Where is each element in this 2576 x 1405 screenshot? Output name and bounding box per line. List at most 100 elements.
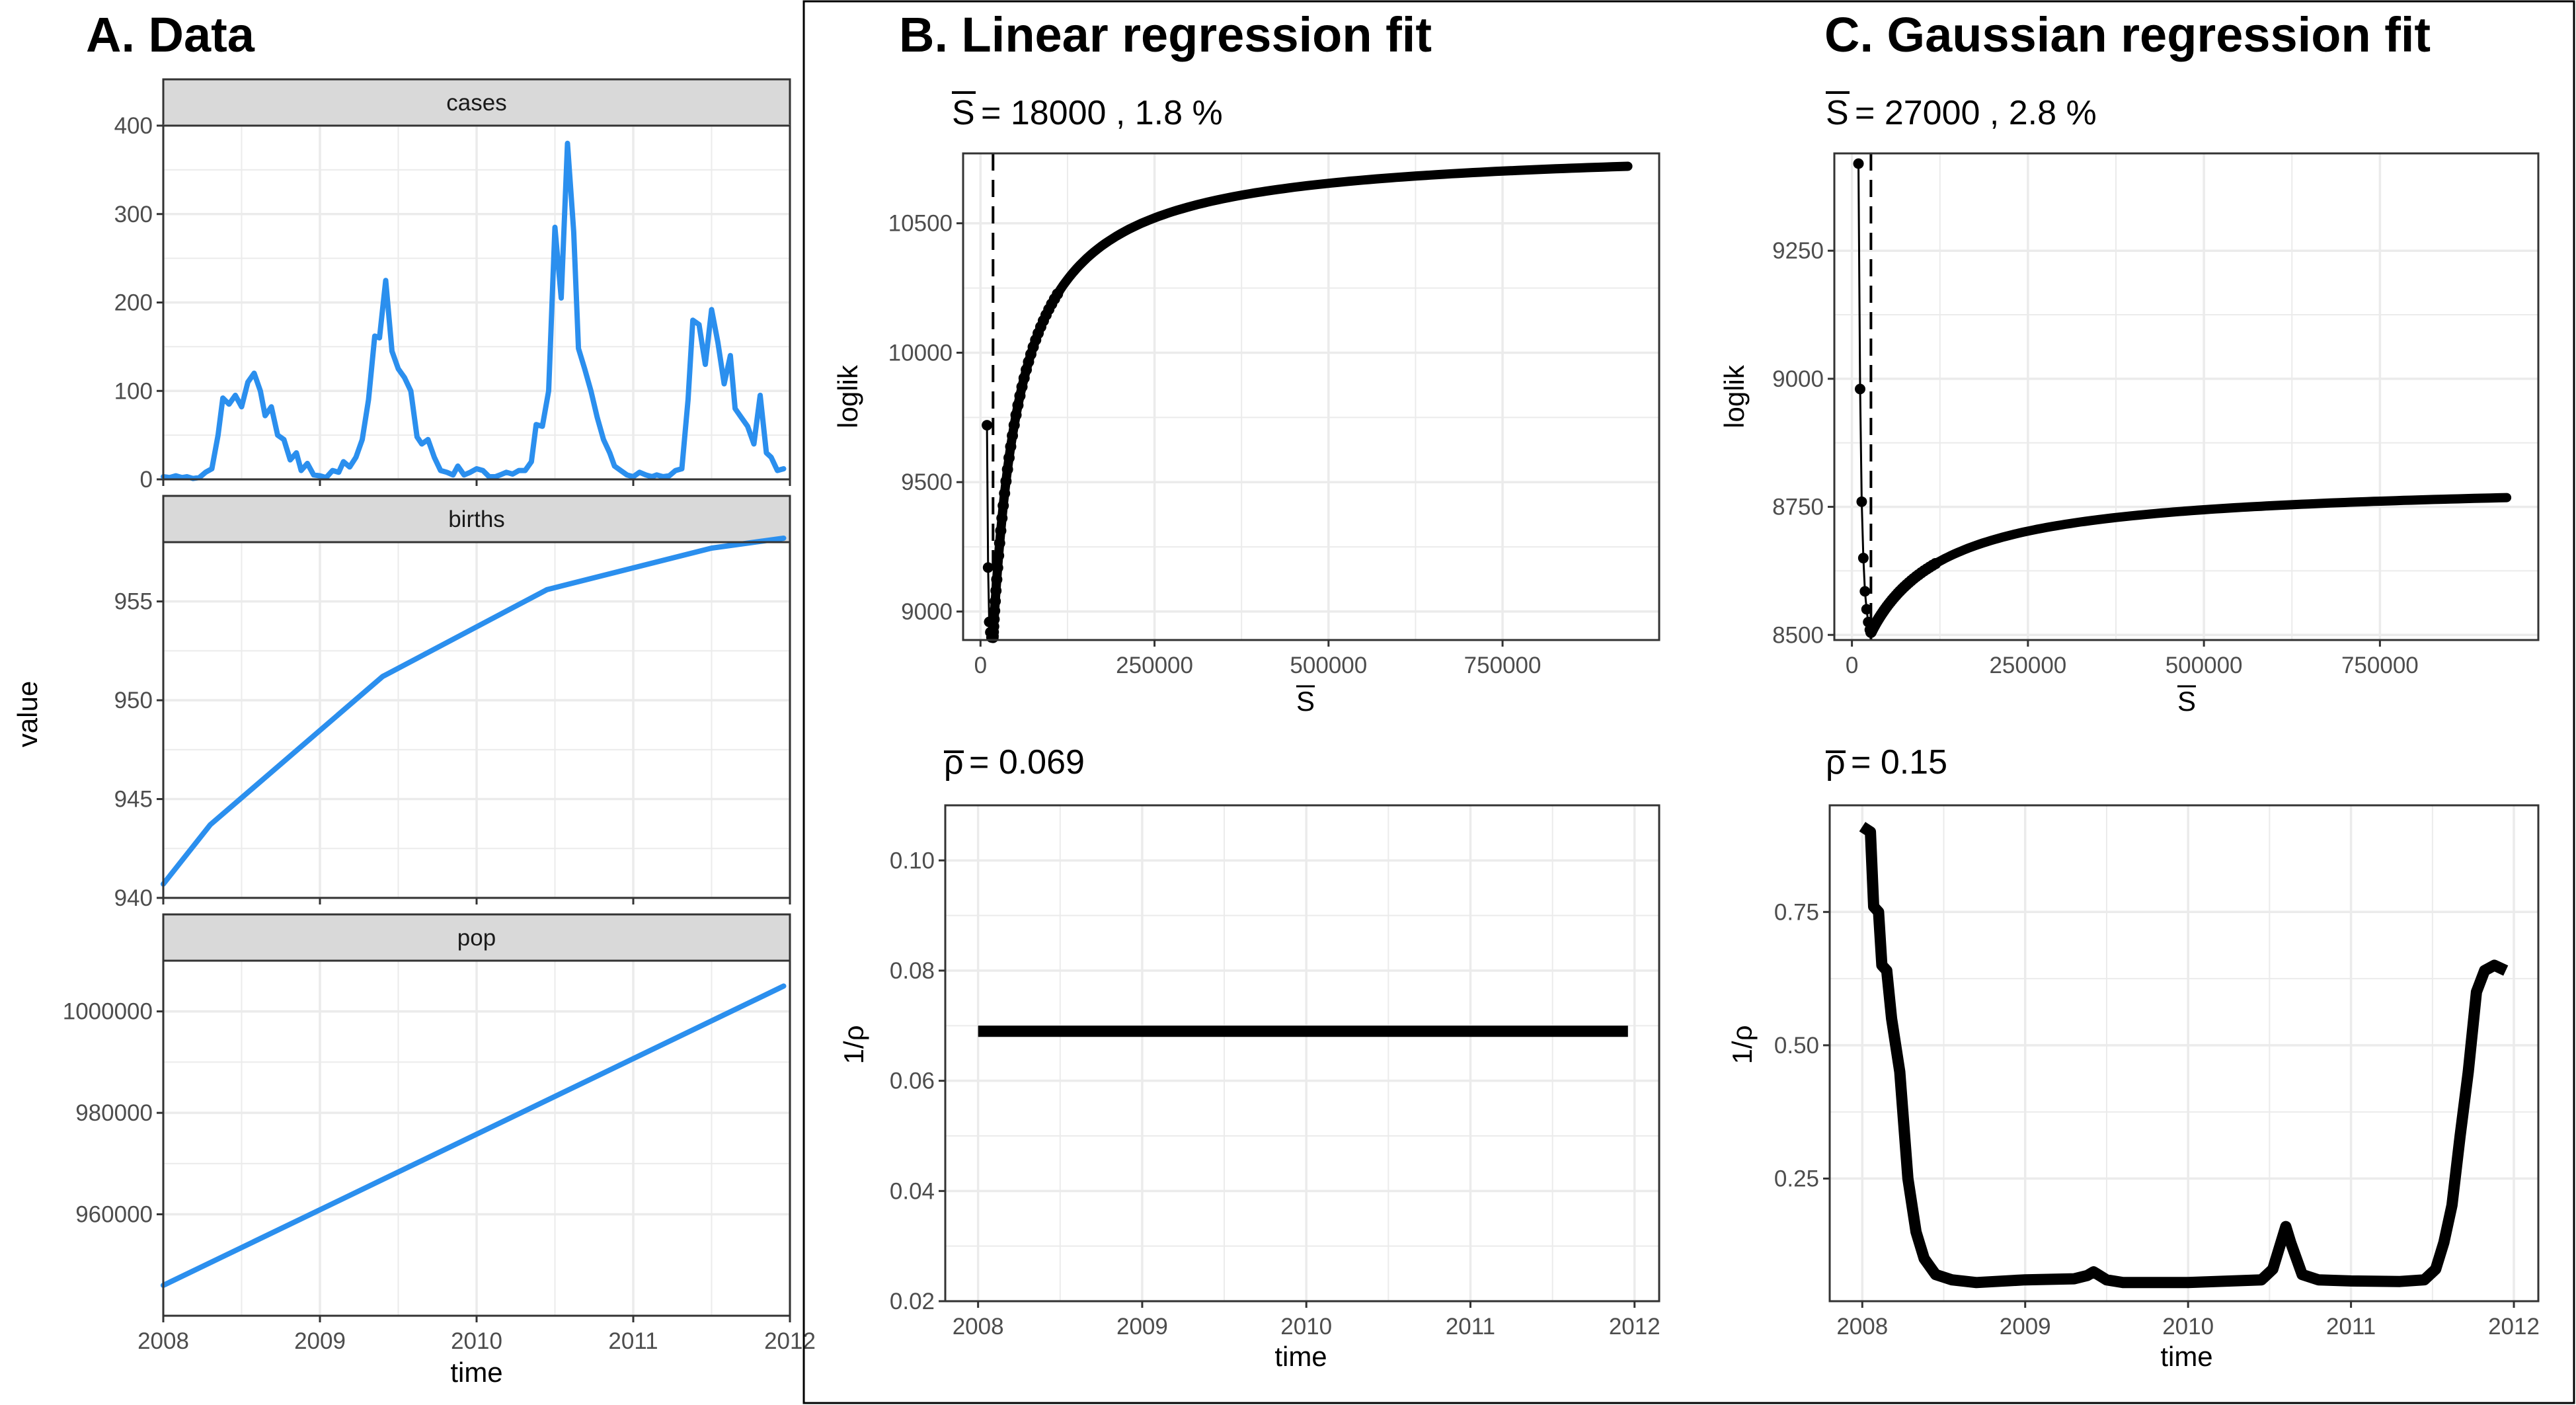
- loglik-point: [1001, 463, 1013, 475]
- strip-births-label: births: [448, 506, 505, 532]
- loglik-point: [995, 525, 1007, 537]
- loglik-point: [1052, 288, 1064, 300]
- x-tick-label: 2010: [2162, 1314, 2214, 1340]
- x-tick-label: 0: [1846, 653, 1858, 678]
- loglik-point: [997, 500, 1009, 512]
- x-tick-label: 2012: [764, 1328, 816, 1354]
- y-tick-label: 960000: [75, 1202, 153, 1228]
- x-tick-label: 500000: [2166, 653, 2243, 678]
- loglik-point: [990, 595, 1001, 607]
- y-tick-label: 8750: [1772, 495, 1824, 520]
- loglik-point: [996, 512, 1008, 524]
- y-tick-label: 1000000: [63, 999, 153, 1025]
- x-tick-label: 2012: [1609, 1314, 1660, 1340]
- panel-border: [1833, 152, 2540, 641]
- loglik-point: [1857, 553, 1869, 564]
- svg-text:S: S: [952, 94, 975, 132]
- rho-series-line: [1859, 822, 2509, 1289]
- panel-c-sbar-subtitle: S = 27000 , 2.8 %: [1826, 91, 2097, 132]
- loglik-point: [988, 614, 1000, 625]
- svg-text:= 27000 , 2.8 %: = 27000 , 2.8 %: [1855, 94, 2097, 132]
- y-tick-label: 0.06: [890, 1068, 935, 1094]
- loglik-point: [1856, 496, 1867, 507]
- x-tick-label: 2008: [953, 1314, 1004, 1340]
- panel-border: [962, 152, 1660, 641]
- loglik-point: [1010, 409, 1022, 421]
- panels-bc-frame: [802, 0, 2575, 1404]
- x-tick-label: 2011: [608, 1328, 658, 1354]
- x-tick-label: 2011: [2326, 1314, 2376, 1340]
- loglik-point: [1014, 390, 1026, 402]
- panel-border: [162, 959, 791, 1317]
- x-tick-label: 750000: [2341, 653, 2419, 678]
- y-tick-label: 10500: [888, 211, 953, 237]
- loglik-point: [1007, 430, 1019, 442]
- panel-c-time-xlabel: time: [2160, 1341, 2212, 1372]
- panel-a-title: A. Data: [86, 7, 255, 62]
- y-tick-label: 9500: [901, 469, 953, 495]
- loglik-point: [1859, 586, 1871, 597]
- x-tick-label: 250000: [1116, 653, 1193, 678]
- panel-c-loglik-ylabel: loglik: [1719, 364, 1750, 428]
- y-tick-label: 300: [114, 202, 153, 227]
- x-tick-label: 2012: [2488, 1314, 2540, 1340]
- strip-pop-label: pop: [457, 925, 496, 951]
- y-tick-label: 10000: [888, 340, 953, 366]
- panel-b-time-xlabel: time: [1274, 1341, 1327, 1372]
- facet-pop: pop 960000 980000 1000000 2008 2009 2010 2011 2…: [63, 913, 816, 1354]
- panel-c-title: C. Gaussian regression fit: [1824, 7, 2431, 62]
- loglik-point: [982, 420, 993, 431]
- y-tick-label: 9000: [901, 599, 953, 625]
- x-tick-label: 2009: [294, 1328, 346, 1354]
- y-tick-label: 945: [114, 787, 153, 813]
- panel-border: [162, 124, 791, 481]
- loglik-point: [993, 549, 1005, 561]
- x-tick-label: 2010: [1280, 1314, 1332, 1340]
- y-tick-label: 0.10: [890, 848, 935, 873]
- svg-text:= 0.15: = 0.15: [1851, 743, 1947, 782]
- loglik-point: [999, 487, 1011, 499]
- facet-cases: cases 0 100 200 300 400: [114, 78, 791, 493]
- strip-cases-bg: [162, 78, 791, 127]
- loglik-point: [1000, 475, 1012, 487]
- panel-border: [944, 804, 1660, 1303]
- loglik-point: [989, 605, 1001, 617]
- y-tick-label: 950: [114, 688, 153, 713]
- y-tick-label: 0.50: [1774, 1033, 1819, 1059]
- y-tick-label: 955: [114, 589, 153, 615]
- panel-a-ylabel: value: [12, 681, 43, 747]
- y-tick-label: 0.02: [890, 1289, 935, 1314]
- y-tick-label: 0.75: [1774, 899, 1819, 925]
- svg-text:ρ: ρ: [1826, 743, 1846, 782]
- loglik-point: [1861, 604, 1872, 615]
- panel-c-rho-ylabel: 1/ρ: [1727, 1025, 1758, 1064]
- panel-a-xlabel: time: [450, 1357, 502, 1388]
- svg-text:S: S: [1296, 686, 1315, 717]
- panel-b-title: B. Linear regression fit: [899, 7, 1432, 62]
- x-tick-label: 2009: [2000, 1314, 2051, 1340]
- svg-text:= 0.069: = 0.069: [969, 743, 1085, 782]
- y-tick-label: 400: [114, 113, 153, 139]
- loglik-point: [1853, 158, 1864, 169]
- svg-text:= 18000 , 1.8 %: = 18000 , 1.8 %: [981, 94, 1223, 132]
- y-tick-label: 8500: [1772, 622, 1824, 648]
- y-tick-label: 980000: [75, 1100, 153, 1126]
- y-tick-label: 940: [114, 885, 153, 911]
- y-tick-label: 0.25: [1774, 1166, 1819, 1192]
- y-tick-label: 200: [114, 290, 153, 316]
- loglik-point: [1008, 419, 1020, 431]
- loglik-point: [991, 573, 1003, 585]
- panel-b-sbar-xlabel: S: [1296, 685, 1315, 717]
- panel-border: [1828, 804, 2540, 1303]
- x-tick-label: 500000: [1290, 653, 1367, 678]
- loglik-point: [982, 562, 994, 573]
- panel-c-sbar-xlabel: S: [2177, 685, 2196, 717]
- x-tick-label: 0: [974, 653, 987, 678]
- births-series-line: [161, 536, 787, 887]
- x-tick-label: 750000: [1464, 653, 1542, 678]
- svg-text:ρ: ρ: [944, 743, 964, 782]
- x-tick-label: 2010: [451, 1328, 502, 1354]
- panel-c-rho-subtitle: ρ = 0.15: [1826, 743, 1947, 782]
- svg-text:S: S: [1826, 94, 1849, 132]
